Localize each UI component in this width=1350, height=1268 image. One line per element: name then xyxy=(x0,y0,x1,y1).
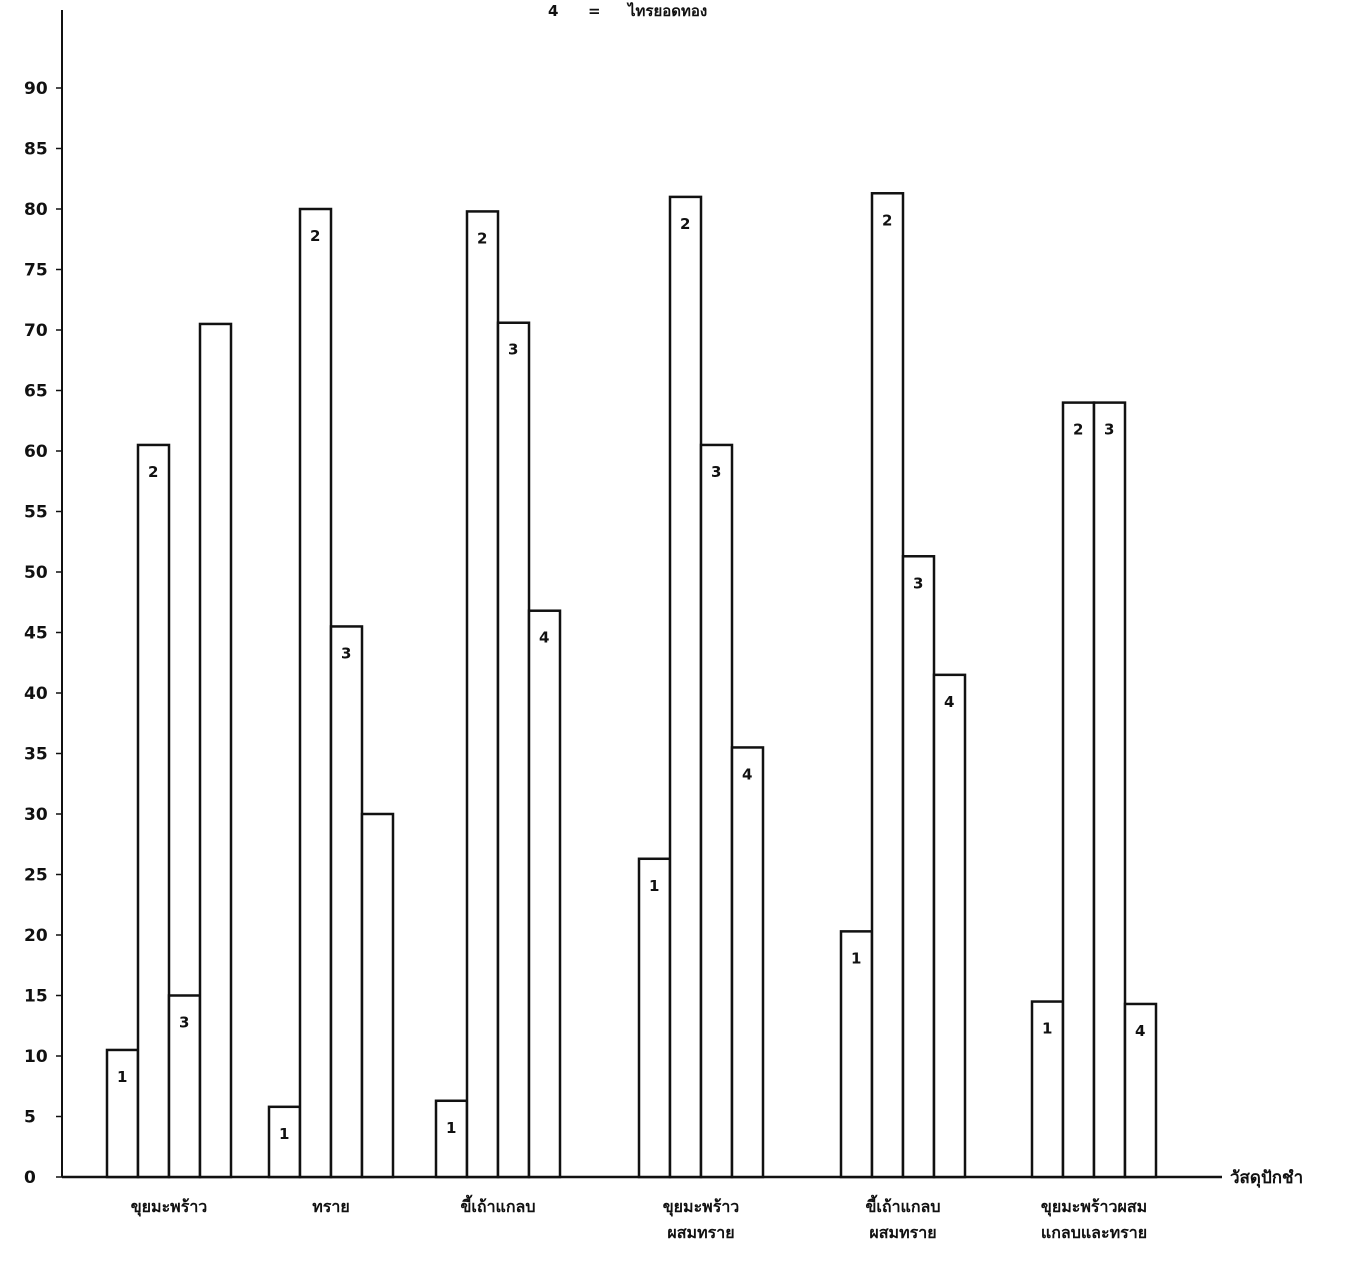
bar-label: 3 xyxy=(913,574,923,592)
bar xyxy=(668,195,703,1179)
bar xyxy=(198,322,233,1179)
bar-label: 1 xyxy=(117,1068,127,1086)
y-tick-label: 5 xyxy=(24,1108,36,1128)
bar-label: 3 xyxy=(1104,421,1114,439)
x-axis-label: วัสดุปักชำ xyxy=(1230,1168,1303,1188)
bar xyxy=(730,746,765,1179)
bar xyxy=(1123,1002,1158,1179)
bar xyxy=(699,443,734,1179)
y-tick-label: 45 xyxy=(24,624,48,644)
category-label: ขุยมะพร้าวผสม xyxy=(1041,1197,1147,1217)
category-label: ขุยมะพร้าว xyxy=(663,1197,740,1217)
bar-label: 2 xyxy=(680,215,690,233)
category-label: ทราย xyxy=(312,1197,350,1216)
bar-label: 1 xyxy=(649,877,659,895)
bar-label: 1 xyxy=(851,949,861,967)
bar-label: 2 xyxy=(1073,421,1083,439)
y-tick-label: 15 xyxy=(24,987,48,1007)
category-label: ขุยมะพร้าว xyxy=(131,1197,208,1217)
bar xyxy=(465,210,500,1179)
bar xyxy=(434,1099,469,1179)
bar-label: 2 xyxy=(882,211,892,229)
category-label: แกลบและทราย xyxy=(1041,1223,1147,1242)
category-label: ผสมทราย xyxy=(869,1223,936,1242)
y-tick-label: 20 xyxy=(24,926,48,946)
y-tick-label: 35 xyxy=(24,745,48,765)
bar xyxy=(298,207,333,1179)
bar-label: 2 xyxy=(477,229,487,247)
bar xyxy=(360,812,395,1179)
bar xyxy=(932,673,967,1179)
y-tick-label: 70 xyxy=(24,321,48,341)
bar xyxy=(901,555,936,1179)
y-tick-label: 60 xyxy=(24,442,48,462)
category-label: ผสมทราย xyxy=(667,1223,734,1242)
bar xyxy=(329,625,364,1179)
bar-label: 3 xyxy=(341,644,351,662)
y-tick-label: 55 xyxy=(24,503,48,523)
bar-label: 3 xyxy=(179,1014,189,1032)
y-tick-label: 50 xyxy=(24,563,48,583)
legend-key-number: 4 xyxy=(548,2,558,20)
bar xyxy=(496,321,531,1179)
bar-label: 3 xyxy=(711,463,721,481)
bar xyxy=(1030,1000,1065,1179)
bar xyxy=(1061,401,1096,1179)
legend-key-equals: = xyxy=(588,2,601,20)
y-tick-label: 85 xyxy=(24,140,48,160)
bar-label: 4 xyxy=(944,693,954,711)
y-tick-label: 30 xyxy=(24,805,48,825)
bar-label: 4 xyxy=(539,629,549,647)
bar xyxy=(267,1105,302,1179)
bar-label: 2 xyxy=(310,227,320,245)
bar xyxy=(870,192,905,1179)
category-label: ขี้เถ้าแกลบ xyxy=(460,1194,535,1216)
bar xyxy=(527,609,562,1179)
y-tick-label: 75 xyxy=(24,261,48,281)
y-tick-label: 40 xyxy=(24,684,48,704)
y-tick-label: 90 xyxy=(24,79,48,99)
bar-label: 1 xyxy=(446,1119,456,1137)
bar-label: 2 xyxy=(148,463,158,481)
bar-label: 4 xyxy=(1135,1022,1145,1040)
legend-key-text: ไทรยอดทอง xyxy=(626,1,707,20)
y-tick-label: 65 xyxy=(24,382,48,402)
category-label: ขี้เถ้าแกลบ xyxy=(865,1194,940,1216)
bar xyxy=(1092,401,1127,1179)
bar xyxy=(839,930,874,1179)
bar-label: 4 xyxy=(742,765,752,783)
bar-label: 1 xyxy=(279,1125,289,1143)
bar-label: 1 xyxy=(1042,1020,1052,1038)
y-tick-label: 25 xyxy=(24,866,48,886)
y-tick-label: 0 xyxy=(24,1168,36,1188)
bar xyxy=(136,443,171,1179)
bar-label: 3 xyxy=(508,341,518,359)
bar xyxy=(637,857,672,1179)
y-tick-label: 80 xyxy=(24,200,48,220)
y-tick-label: 10 xyxy=(24,1047,48,1067)
